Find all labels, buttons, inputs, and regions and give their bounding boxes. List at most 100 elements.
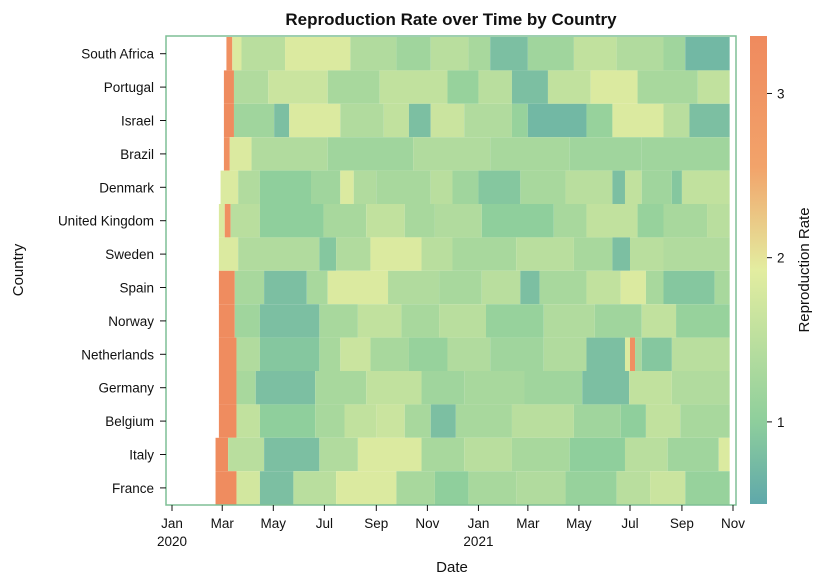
heatmap-cell: [616, 471, 651, 505]
heatmap-cell: [573, 37, 617, 71]
colorbar-axis: 1 2 3: [767, 86, 785, 430]
y-tick-label: Sweden: [105, 247, 154, 262]
x-tick-year-label: 2021: [463, 534, 493, 549]
heatmap-cell: [464, 103, 512, 138]
heatmap-cell: [327, 70, 380, 104]
x-tick-label: Jan: [161, 516, 183, 531]
heatmap-cell: [478, 170, 521, 204]
heatmap-cell: [366, 371, 422, 405]
heatmap-cell: [464, 371, 525, 405]
heatmap-cell: [233, 70, 269, 104]
plot-frame: [165, 35, 737, 506]
heatmap-cell: [516, 237, 574, 271]
y-axis-title: Country: [10, 243, 27, 296]
y-tick-label: Italy: [129, 448, 154, 463]
colorbar-title: Reproduction Rate: [796, 207, 813, 332]
heatmap-cell: [464, 437, 512, 472]
heatmap-cell: [408, 103, 431, 138]
heatmap-cell: [524, 371, 583, 405]
heatmap-cell: [220, 170, 239, 204]
heatmap-cell: [259, 471, 294, 505]
y-tick-label: Belgium: [105, 414, 154, 429]
heatmap-cell: [676, 304, 730, 338]
heatmap-cell: [641, 137, 730, 171]
heatmap-cell: [233, 103, 275, 138]
heatmap-cell: [485, 304, 544, 338]
heatmap-cell: [421, 237, 453, 271]
heatmap-cell: [511, 404, 574, 438]
x-tick-label: Mar: [211, 516, 235, 531]
heatmap-cell: [620, 404, 646, 438]
heatmap-cell: [430, 37, 469, 71]
heatmap-cell: [223, 137, 230, 171]
heatmap-cell: [527, 37, 574, 71]
heatmap-cell: [383, 103, 409, 138]
x-tick-label: Mar: [516, 516, 540, 531]
heatmap-cell: [215, 437, 229, 472]
x-tick-label: Jan: [468, 516, 490, 531]
heatmap-cell: [218, 270, 235, 305]
heatmap-cell: [401, 304, 440, 338]
heatmap-cell: [379, 70, 448, 104]
heatmap-cell: [236, 471, 260, 505]
heatmap-cell: [319, 337, 341, 371]
heatmap-cell: [547, 70, 591, 104]
heatmap-cell: [641, 337, 672, 371]
heatmap-cell: [511, 103, 528, 138]
heatmap-cell: [697, 70, 730, 104]
x-tick-label: Sep: [364, 516, 388, 531]
heatmap-cell: [229, 137, 252, 171]
heatmap-cell: [637, 204, 664, 238]
heatmap-cell: [413, 137, 491, 171]
y-tick-label: France: [112, 481, 154, 496]
heatmap-cell: [452, 170, 479, 204]
heatmap-cell: [527, 103, 587, 138]
heatmap-cell: [289, 103, 341, 138]
heatmap-cell: [645, 270, 664, 305]
heatmap-cell: [681, 170, 730, 204]
x-tick-label: May: [566, 516, 592, 531]
y-tick-label: Spain: [119, 281, 154, 296]
heatmap-cell: [430, 103, 465, 138]
heatmap-cell: [315, 404, 345, 438]
heatmap-cell: [218, 204, 225, 238]
heatmap-cell: [357, 304, 402, 338]
heatmap-cell: [616, 37, 664, 71]
colorbar-tick-label: 3: [777, 86, 785, 101]
heatmap-cell: [238, 170, 260, 204]
heatmap-cell: [689, 103, 730, 138]
heatmap-cell: [274, 103, 290, 138]
heatmap-cell: [336, 471, 397, 505]
heatmap-cell: [573, 404, 621, 438]
heatmap-cell: [370, 337, 409, 371]
heatmap-cell: [630, 237, 664, 271]
heatmap-cell: [511, 437, 570, 472]
heatmap-cell: [421, 437, 465, 472]
heatmap-cell: [468, 471, 517, 505]
heatmap-cell: [490, 37, 528, 71]
heatmap-cell: [439, 304, 486, 338]
heatmap-cell: [645, 404, 681, 438]
heatmap-cell: [590, 70, 638, 104]
y-axis: South Africa Portugal Israel Brazil Denmark U…: [58, 47, 166, 496]
heatmap-cell: [223, 103, 234, 138]
x-tick-label: May: [261, 516, 287, 531]
heatmap-cell: [340, 103, 384, 138]
chart-title: Reproduction Rate over Time by Country: [285, 10, 617, 29]
y-tick-label: Germany: [98, 381, 154, 396]
heatmap-cell: [259, 404, 316, 438]
heatmap-cell: [637, 70, 698, 104]
heatmap-cell: [612, 170, 625, 204]
heatmap-cell: [259, 337, 320, 371]
heatmap-cell: [223, 70, 234, 104]
heatmap-cell: [396, 471, 435, 505]
heatmap-cell: [565, 471, 617, 505]
y-tick-label: Israel: [121, 114, 154, 129]
heatmap-cell: [478, 70, 512, 104]
heatmap-cell: [319, 437, 358, 472]
heatmap-cell: [306, 270, 328, 305]
heatmap-cell: [285, 37, 351, 71]
heatmap-cell: [344, 404, 377, 438]
heatmap-cell: [481, 204, 554, 238]
heatmap-cell: [255, 371, 316, 405]
